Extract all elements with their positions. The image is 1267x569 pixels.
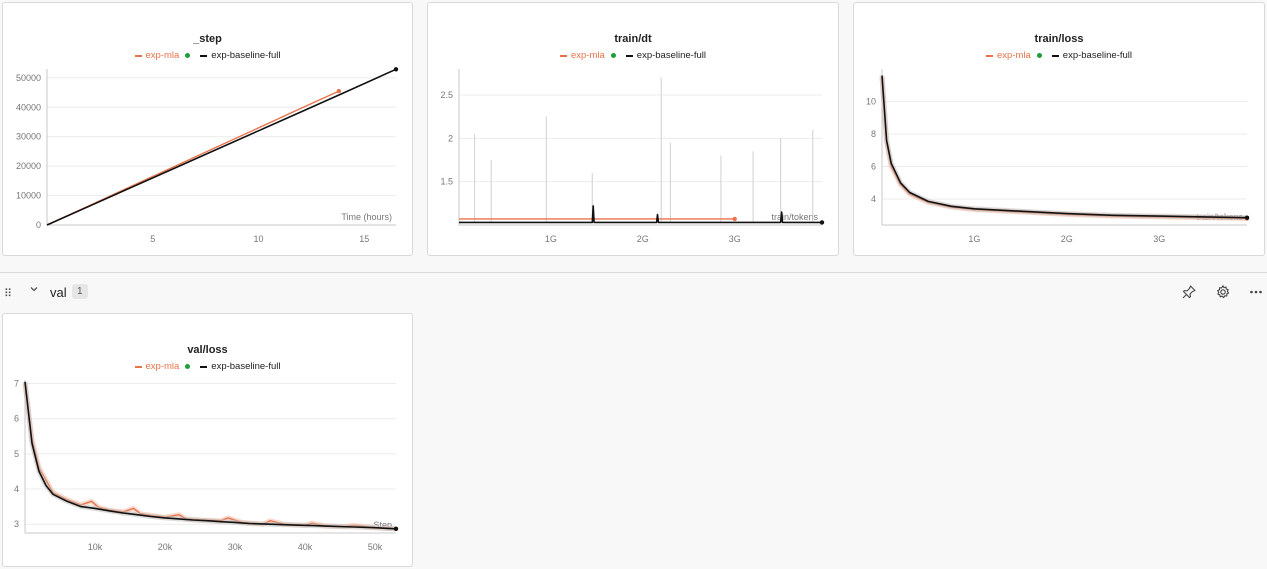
legend-swatch-baseline	[1051, 54, 1059, 57]
x-tick-label: 1G	[545, 234, 557, 244]
x-tick-label: 30k	[228, 542, 243, 552]
y-tick-label: 3	[14, 519, 19, 529]
chevron-down-icon[interactable]	[28, 283, 40, 298]
series-end-point-mla	[732, 216, 737, 222]
y-tick-label: 20000	[16, 161, 41, 171]
chart-step-plot[interactable]: 0 10000 20000 30000 40000 50000 5 10 15 Time (hou…	[3, 3, 413, 256]
y-tick-label: 0	[36, 220, 41, 230]
legend-swatch-mla	[134, 54, 142, 57]
series-line-mla	[881, 77, 1248, 220]
more-icon[interactable]	[1249, 284, 1263, 303]
y-tick-label: 40000	[16, 102, 41, 112]
running-indicator-icon	[185, 53, 191, 58]
chart-title: _step	[193, 33, 222, 45]
x-tick-label: 20k	[158, 542, 173, 552]
legend-label-mla: exp-mla	[997, 50, 1031, 61]
running-indicator-icon	[1036, 53, 1042, 58]
x-axis-label: Time (hours)	[341, 212, 392, 222]
section-header-val: ⠿ val 1	[0, 272, 1267, 312]
y-tick-label: 4	[871, 194, 876, 204]
legend-label-mla: exp-mla	[571, 50, 605, 61]
x-tick-label: 1G	[968, 234, 980, 244]
legend-swatch-baseline	[625, 54, 633, 57]
x-tick-label: 2G	[637, 234, 649, 244]
x-tick-label: 15	[359, 234, 369, 244]
y-tick-label: 1.5	[440, 177, 453, 187]
series-band-mla	[879, 76, 1248, 221]
y-tick-label: 8	[871, 129, 876, 139]
chart-title: train/dt	[614, 33, 652, 45]
pin-icon[interactable]	[1181, 284, 1197, 303]
y-tick-label: 7	[14, 379, 19, 389]
legend-swatch-mla	[134, 365, 142, 368]
x-axis-label: train/tokens	[771, 212, 818, 222]
series-end-point-baseline	[393, 526, 399, 531]
chart-panel-step[interactable]: _step exp-mla exp-baseline-full 0 10000 20…	[2, 2, 413, 256]
legend-label-mla: exp-mla	[145, 361, 180, 372]
chart-title: train/loss	[1034, 33, 1084, 45]
legend-swatch-mla	[560, 54, 567, 57]
legend-label-mla: exp-mla	[145, 50, 180, 61]
chart-legend: exp-mla exp-baseline-full	[428, 50, 838, 61]
running-indicator-icon	[185, 364, 191, 369]
chart-panel-train-dt[interactable]: train/dt exp-mla exp-baseline-full 1.5 2 2…	[427, 2, 839, 256]
x-tick-label: 3G	[1153, 234, 1165, 244]
series-line-baseline	[881, 75, 1248, 219]
series-end-point-mla	[336, 88, 342, 94]
y-tick-label: 2.5	[440, 90, 453, 100]
y-tick-label: 6	[871, 162, 876, 172]
x-tick-label: 2G	[1061, 234, 1073, 244]
x-tick-label: 3G	[729, 234, 741, 244]
chart-legend: exp-mla exp-baseline-full	[3, 50, 412, 61]
y-tick-label: 50000	[16, 73, 41, 83]
y-tick-label: 10000	[16, 191, 41, 201]
chart-legend: exp-mla exp-baseline-full	[854, 50, 1264, 61]
series-line-baseline	[459, 205, 822, 224]
legend-label-baseline: exp-baseline-full	[211, 361, 281, 372]
y-tick-label: 2	[448, 133, 453, 143]
y-tick-label: 4	[14, 484, 19, 494]
chart-panel-val-loss[interactable]: val/loss exp-mla exp-baseline-full 3 4 5 6 7…	[2, 313, 413, 567]
series-line-baseline	[46, 68, 397, 226]
y-tick-label: 10	[866, 97, 876, 107]
chart-panel-train-loss[interactable]: train/loss exp-mla exp-baseline-full 4 6 8…	[853, 2, 1265, 256]
series-line-baseline	[24, 381, 397, 530]
legend-swatch-baseline	[200, 365, 208, 368]
legend-swatch-baseline	[200, 54, 208, 57]
series-end-point-baseline	[1244, 215, 1250, 220]
legend-label-baseline: exp-baseline-full	[211, 50, 281, 61]
y-tick-label: 30000	[16, 132, 41, 142]
y-tick-label: 5	[14, 449, 19, 459]
series-end-point-baseline	[393, 67, 399, 72]
chart-val-loss-plot[interactable]: 3 4 5 6 7 10k 20k 30k 40k 50k Step	[3, 314, 413, 567]
gear-icon[interactable]	[1215, 284, 1231, 303]
x-tick-label: 10	[254, 234, 264, 244]
section-count-badge: 1	[72, 284, 88, 299]
chart-title: val/loss	[187, 344, 228, 356]
legend-label-baseline: exp-baseline-full	[1062, 50, 1132, 61]
x-tick-label: 40k	[298, 542, 313, 552]
chart-train-dt-plot[interactable]: 1.5 2 2.5 1G 2G 3G train/tokens	[428, 3, 839, 256]
legend-swatch-mla	[986, 54, 993, 57]
section-name[interactable]: val	[50, 285, 67, 300]
drag-handle-icon[interactable]: ⠿	[4, 288, 12, 300]
y-tick-label: 6	[14, 414, 19, 424]
series-end-point-baseline	[819, 220, 825, 225]
series-band-baseline	[879, 75, 1248, 221]
legend-label-baseline: exp-baseline-full	[636, 50, 706, 61]
x-axis-label: Step	[373, 520, 392, 530]
running-indicator-icon	[610, 53, 616, 58]
x-tick-label: 50k	[368, 542, 383, 552]
x-tick-label: 10k	[88, 542, 103, 552]
x-tick-label: 5	[150, 234, 155, 244]
chart-legend: exp-mla exp-baseline-full	[3, 361, 412, 372]
